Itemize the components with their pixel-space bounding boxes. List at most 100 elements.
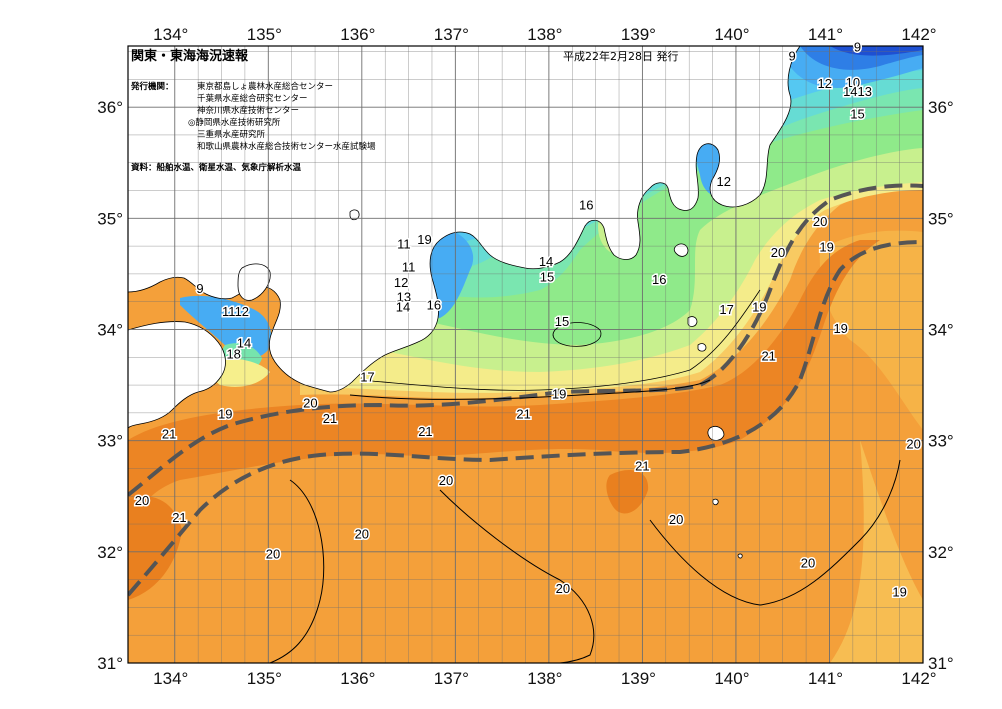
isotherm-label-halo: 21 xyxy=(761,349,775,364)
land-hachijo xyxy=(707,426,725,441)
isotherm-label: 10 xyxy=(846,75,860,90)
isotherm-label-halo: 12 xyxy=(717,174,731,189)
isotherm-label-halo: 14 xyxy=(539,254,553,269)
isotherm-label: 19 xyxy=(819,240,833,255)
isotherm-label: 16 xyxy=(579,197,593,212)
isotherm-label: 20 xyxy=(266,546,280,561)
isotherm-19-coast xyxy=(349,379,711,401)
isotherm-label-halo: 20 xyxy=(801,555,815,570)
isotherm-label-halo: 14 xyxy=(396,300,410,315)
longitude-tick-label: 136° xyxy=(340,25,375,44)
isotherm-label: 1413 xyxy=(843,84,872,99)
isotherm-label: 14 xyxy=(237,335,251,350)
isotherm-label: 20 xyxy=(801,555,815,570)
isotherm-label: 19 xyxy=(218,406,232,421)
isotherm-label-halo: 20 xyxy=(669,512,683,527)
isotherm-label: 16 xyxy=(427,297,441,312)
land-awaji xyxy=(237,263,271,301)
isotherm-label: 20 xyxy=(771,245,785,260)
isotherm-label-halo: 18 xyxy=(226,346,240,361)
isotherm-label-halo: 10 xyxy=(846,75,860,90)
land-miyake xyxy=(697,343,707,352)
isotherm-label: 20 xyxy=(439,473,453,488)
isotherm-label-halo: 13 xyxy=(397,290,411,305)
isotherm-label-halo: 12 xyxy=(394,275,408,290)
longitude-tick-label: 139° xyxy=(621,669,656,688)
isotherm-label-halo: 20 xyxy=(303,395,317,410)
isotherm-label-halo: 19 xyxy=(417,232,431,247)
latitude-tick-label: 34° xyxy=(928,320,954,339)
isotherm-20-east xyxy=(649,459,901,606)
latitude-tick-label: 33° xyxy=(928,432,954,451)
isotherm-label: 12 xyxy=(818,76,832,91)
isotherm-label-halo: 19 xyxy=(892,584,906,599)
issuer-5: 三重県水産研究所 xyxy=(197,129,266,140)
isotherm-label: 20 xyxy=(669,512,683,527)
issuer-3: 神奈川県水産技術センター xyxy=(197,105,299,116)
isotherm-label-halo: 1413 xyxy=(843,84,872,99)
isotherm-label: 9 xyxy=(788,48,795,63)
latitude-ticks-left: 36° 35° 34° 33° 32° 31° xyxy=(97,98,123,673)
land-aogashima xyxy=(712,498,719,506)
isotherm-label-halo: 11 xyxy=(402,260,416,275)
isotherm-label: 21 xyxy=(761,349,775,364)
latitude-tick-label: 36° xyxy=(97,98,123,117)
isotherm-label-halo: 21 xyxy=(635,459,649,474)
map-title: 関東・東海海況速報 xyxy=(131,48,249,64)
isotherm-20-south xyxy=(269,479,325,663)
isotherm-label: 19 xyxy=(417,232,431,247)
longitude-tick-label: 137° xyxy=(434,25,469,44)
isotherm-label-halo: 11 xyxy=(397,236,411,251)
latitude-tick-label: 35° xyxy=(97,209,123,228)
isotherm-label: 21 xyxy=(418,424,432,439)
issuer-2: 千葉県水産総合研究センター xyxy=(197,93,308,104)
isotherm-label-halo: 20 xyxy=(556,581,570,596)
isotherm-20-loop xyxy=(439,489,595,663)
isotherm-label-halo: 9 xyxy=(196,281,203,296)
latitude-tick-label: 31° xyxy=(928,654,954,673)
longitude-tick-label: 142° xyxy=(901,669,936,688)
isotherm-label: 13 xyxy=(397,290,411,305)
latitude-tick-label: 33° xyxy=(97,432,123,451)
isotherm-17 xyxy=(359,289,761,391)
data-source: 資料：船舶水温、衛星水温、気象庁解析水温 xyxy=(130,162,302,173)
longitude-tick-label: 140° xyxy=(714,669,749,688)
isotherm-label-halo: 16 xyxy=(427,297,441,312)
longitude-tick-label: 139° xyxy=(621,25,656,44)
isotherm-label-halo: 19 xyxy=(218,406,232,421)
isotherm-label-halo: 15 xyxy=(555,314,569,329)
latitude-tick-label: 32° xyxy=(928,543,954,562)
latitude-tick-label: 31° xyxy=(97,654,123,673)
isotherm-label-halo: 21 xyxy=(418,424,432,439)
land-oshima xyxy=(673,243,689,257)
land-small-1 xyxy=(737,553,743,559)
isotherm-label-halo: 17 xyxy=(360,370,374,385)
longitude-ticks-bottom: 134° 135° 136° 137° 138° 139° 140° 141° 142° xyxy=(153,669,936,688)
longitude-tick-label: 141° xyxy=(808,25,843,44)
issuer-4: ◎静岡県水産技術研究所 xyxy=(188,117,281,128)
isotherm-label: 20 xyxy=(906,436,920,451)
isotherm-label: 1112 xyxy=(222,304,249,319)
isotherm-label: 20 xyxy=(303,395,317,410)
latitude-tick-label: 36° xyxy=(928,98,954,117)
latitude-ticks-right: 36° 35° 34° 33° 32° 31° xyxy=(928,98,954,673)
longitude-tick-label: 134° xyxy=(153,669,188,688)
isotherm-label: 11 xyxy=(402,260,416,275)
isotherm-label: 20 xyxy=(813,214,827,229)
water-19-east xyxy=(819,230,923,430)
isotherm-label-halo: 19 xyxy=(819,240,833,255)
map-frame xyxy=(127,45,924,664)
isotherm-label-halo: 20 xyxy=(906,436,920,451)
graticule xyxy=(128,46,923,663)
longitude-tick-label: 136° xyxy=(340,669,375,688)
isotherm-label: 17 xyxy=(719,302,733,317)
isotherm-label-halo: 20 xyxy=(355,526,369,541)
longitude-tick-label: 142° xyxy=(901,25,936,44)
map-area xyxy=(128,46,923,663)
isotherm-label: 18 xyxy=(226,346,240,361)
isotherm-label: 21 xyxy=(172,510,186,525)
longitude-tick-label: 141° xyxy=(808,669,843,688)
isotherm-label: 19 xyxy=(892,584,906,599)
isotherm-label-halo: 14 xyxy=(237,335,251,350)
